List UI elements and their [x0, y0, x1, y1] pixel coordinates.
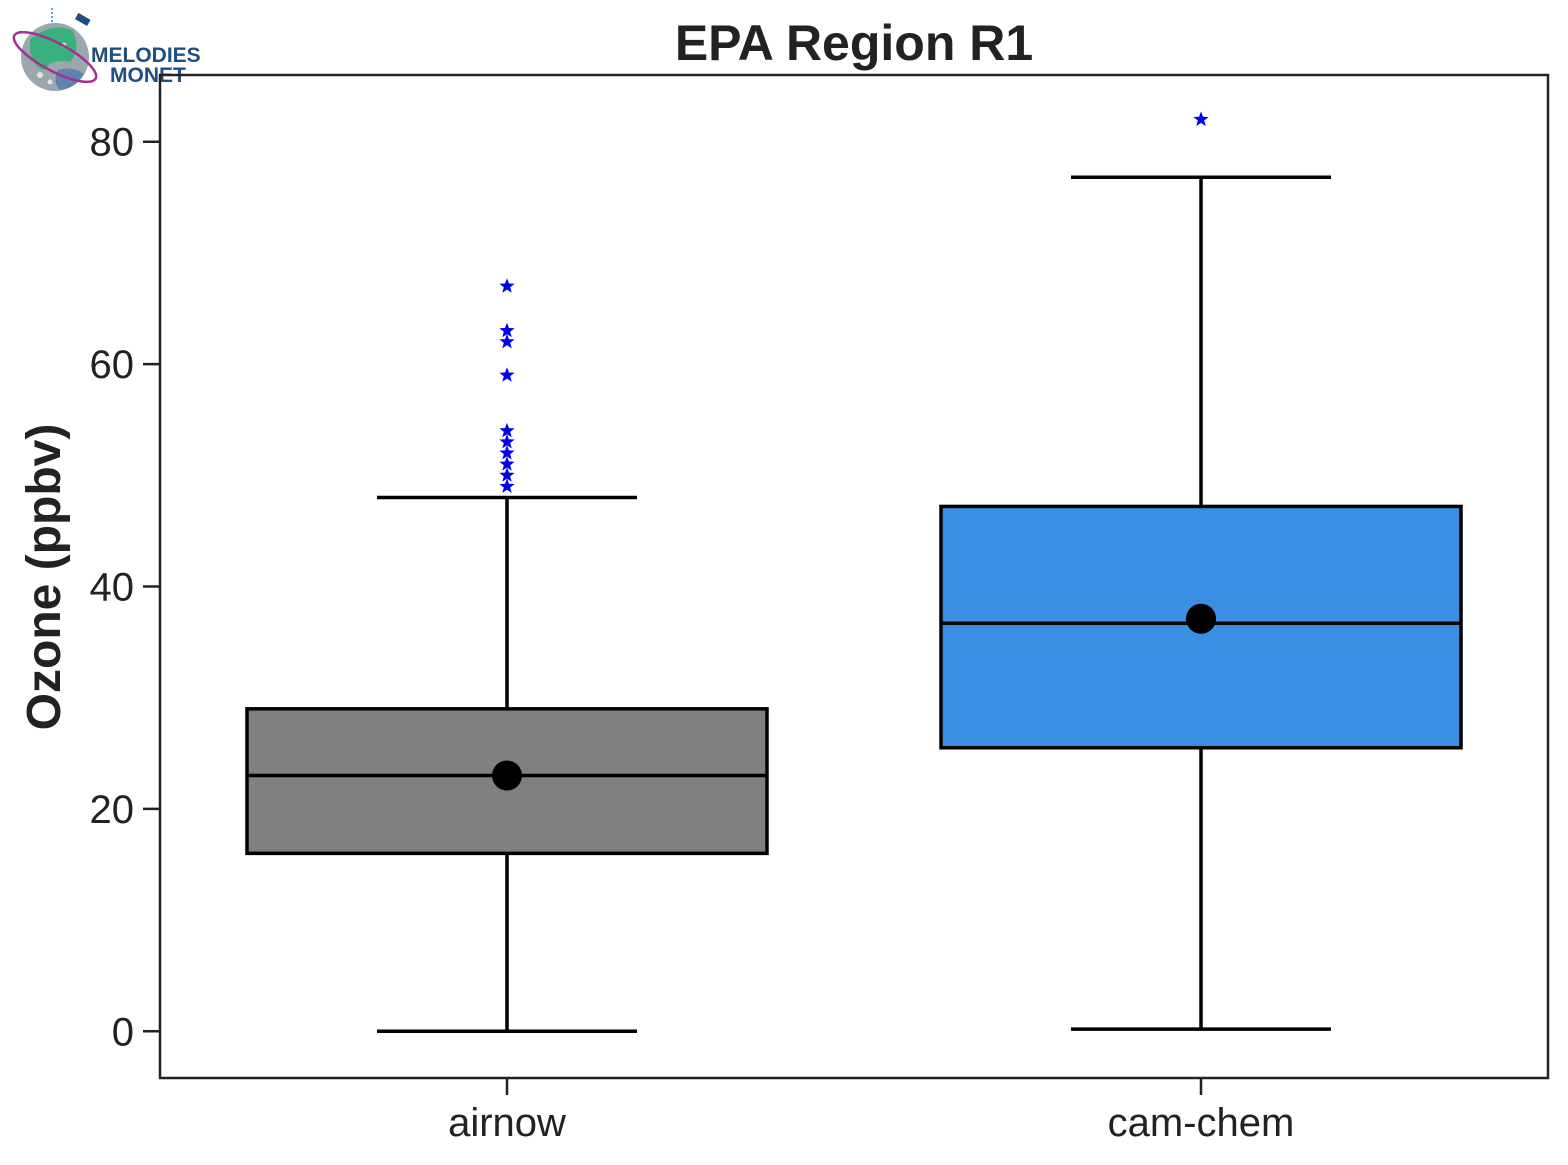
outlier-point [1193, 111, 1209, 126]
outlier-point [499, 478, 515, 493]
outlier-point [499, 422, 515, 438]
box-cam-chem [939, 111, 1463, 1031]
y-tick-label: 40 [90, 566, 135, 610]
box-airnow [245, 278, 769, 1034]
logo-text-line1: MELODIES [91, 44, 201, 67]
x-tick-label: airnow [448, 1101, 566, 1145]
y-tick-label: 20 [90, 788, 135, 832]
outlier-point [499, 333, 515, 349]
logo: MELODIES MONET [12, 8, 201, 91]
box-series [245, 111, 1463, 1034]
x-axis-ticks: airnow cam-chem [448, 1078, 1294, 1145]
logo-text-line2: MONET [110, 64, 186, 87]
y-axis-label: Ozone (ppbv) [18, 424, 71, 731]
globe-icon [12, 8, 98, 91]
y-tick-label: 80 [90, 121, 135, 165]
outlier-point [499, 467, 515, 482]
outlier-point [499, 433, 515, 449]
outlier-point [499, 456, 515, 471]
mean-marker [492, 760, 522, 791]
y-axis-ticks: 0 20 40 60 80 [90, 121, 160, 1054]
y-tick-label: 60 [90, 343, 135, 387]
outlier-point [499, 322, 515, 338]
chart-title: EPA Region R1 [675, 15, 1033, 71]
x-tick-label: cam-chem [1108, 1101, 1295, 1145]
y-tick-label: 0 [112, 1010, 134, 1054]
plot-frame [158, 73, 1550, 1080]
outlier-point [499, 367, 515, 382]
outlier-point [499, 445, 515, 460]
mean-marker [1186, 603, 1216, 634]
outlier-point [499, 278, 515, 293]
